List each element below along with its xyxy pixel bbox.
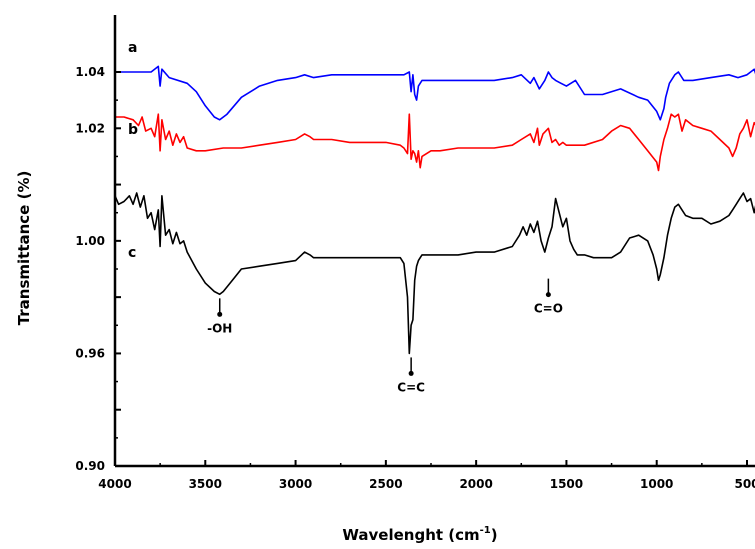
series-label-a: a xyxy=(128,40,137,56)
x-axis-title-sup: -1 xyxy=(480,525,491,536)
x-tick-label: 1500 xyxy=(550,477,583,491)
x-ticks: 4000 3500 3000 2500 2000 1500 1000 500 xyxy=(98,460,755,491)
x-axis-title-close: ) xyxy=(491,526,498,544)
series-line-a xyxy=(115,65,755,121)
x-tick-label: 500 xyxy=(734,477,755,491)
annotation-label: C=C xyxy=(397,380,425,394)
annotation-label: -OH xyxy=(207,321,232,335)
series-label-c: c xyxy=(128,245,136,261)
series-line-c xyxy=(115,192,755,355)
x-axis-title: Wavelenght (cm-1) xyxy=(342,525,497,544)
series-labels: a b c xyxy=(128,40,138,261)
x-tick-label: 2500 xyxy=(369,477,402,491)
x-tick-label: 4000 xyxy=(98,477,131,491)
x-tick-label: 3000 xyxy=(279,477,312,491)
axes xyxy=(113,15,755,468)
y-tick-label: 1.02 xyxy=(75,121,105,135)
x-axis-title-main: Wavelenght (cm xyxy=(342,526,479,544)
annotation-dot xyxy=(217,311,223,317)
y-tick-label: 0.90 xyxy=(75,459,105,473)
y-axis-title: Transmittance (%) xyxy=(15,171,33,326)
annotation-dot xyxy=(545,292,551,298)
y-tick-label: 0.96 xyxy=(75,346,105,360)
plot-area xyxy=(115,65,755,355)
series-label-b: b xyxy=(128,122,138,138)
series-line-b xyxy=(115,113,755,172)
x-tick-label: 1000 xyxy=(640,477,673,491)
y-ticks: 0.90 0.96 1.00 1.02 1.04 xyxy=(75,65,121,473)
x-tick-label: 3500 xyxy=(189,477,222,491)
annotations: -OH C=C C=O xyxy=(207,278,563,394)
x-tick-label: 2000 xyxy=(459,477,492,491)
annotation-dot xyxy=(408,370,414,376)
y-tick-label: 1.00 xyxy=(75,234,105,248)
annotation-label: C=O xyxy=(534,302,563,316)
y-tick-label: 1.04 xyxy=(75,65,105,79)
